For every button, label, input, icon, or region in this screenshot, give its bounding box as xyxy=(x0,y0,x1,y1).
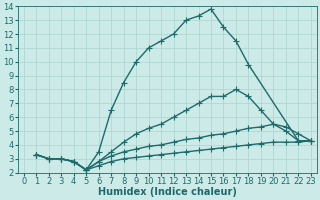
X-axis label: Humidex (Indice chaleur): Humidex (Indice chaleur) xyxy=(98,187,237,197)
